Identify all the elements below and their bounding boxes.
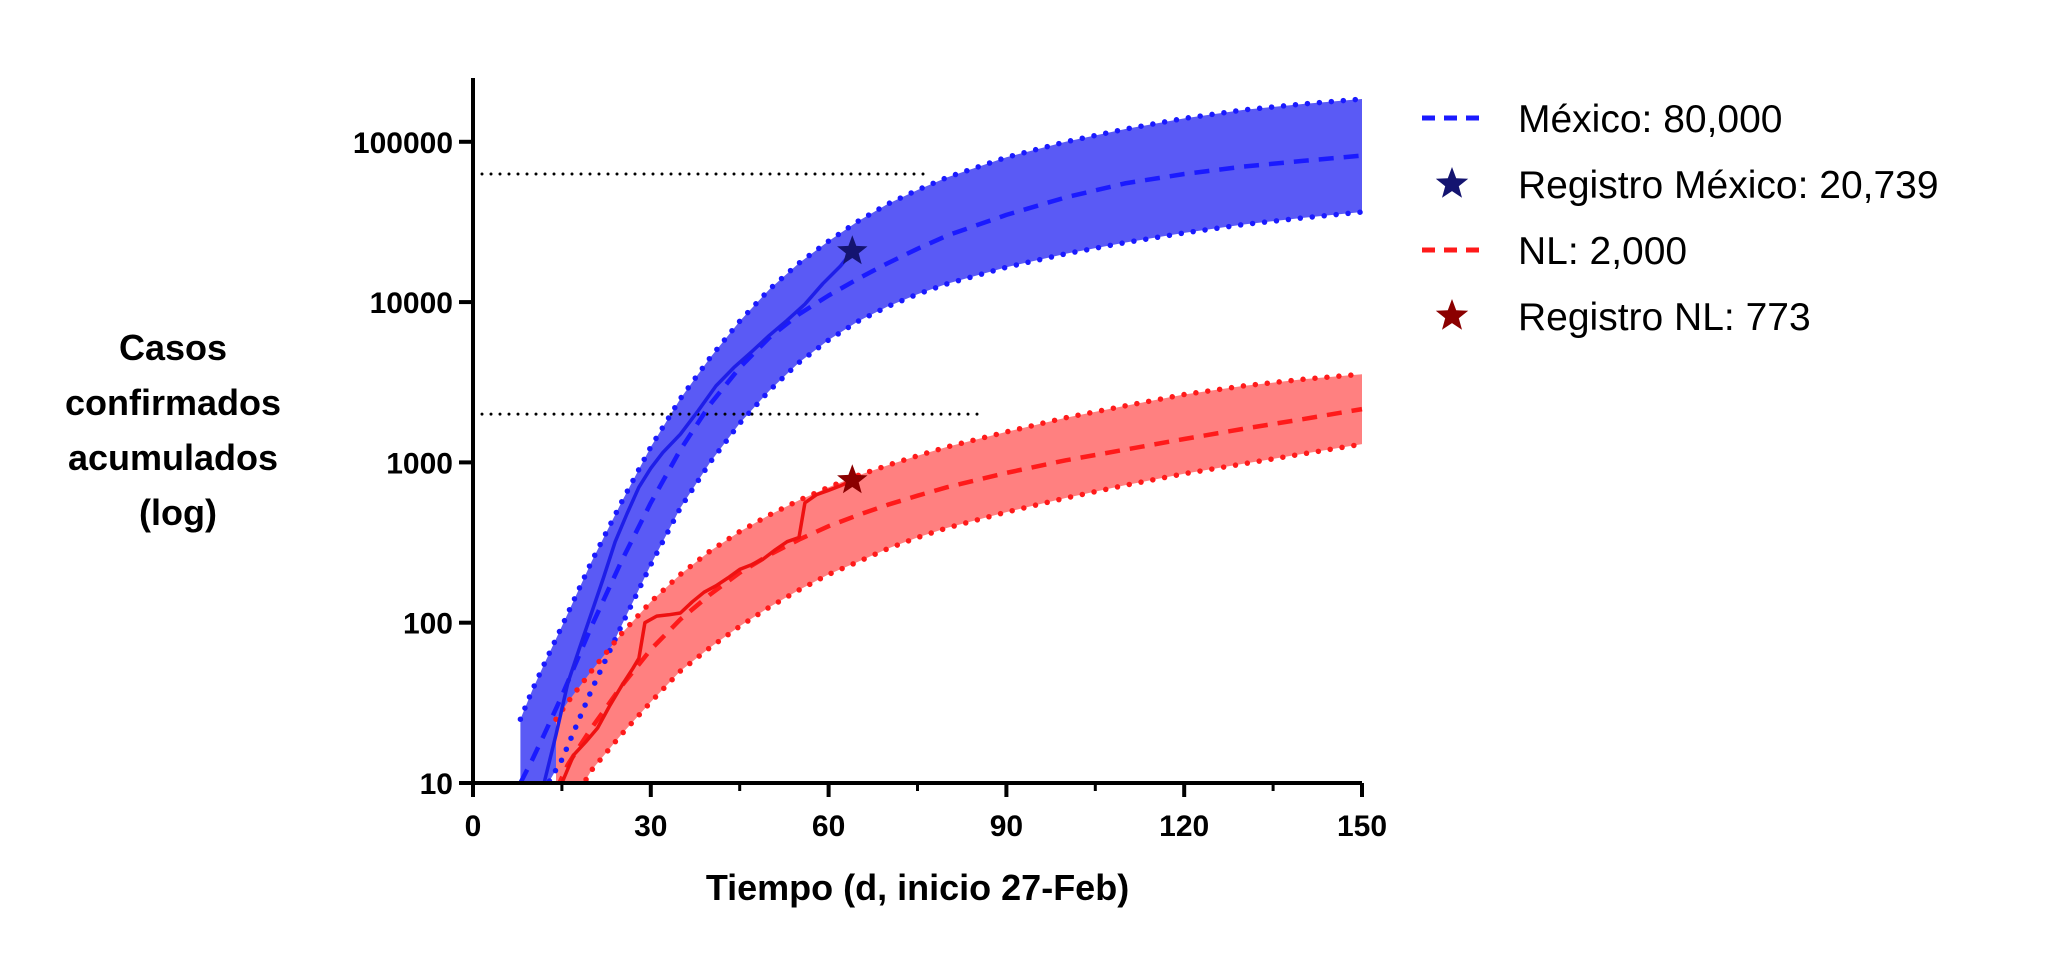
lower-bound-0 xyxy=(545,209,1365,783)
confidence-band-2 xyxy=(556,374,1362,783)
series-markers xyxy=(837,235,868,494)
x-tick-label-2: 60 xyxy=(812,810,845,843)
x-axis-title: Tiempo (d, inicio 27-Feb) xyxy=(706,867,1129,908)
x-tick-label-0: 0 xyxy=(465,810,482,843)
series-marker-3 xyxy=(837,464,868,494)
legend-label-1: Registro México: 20,739 xyxy=(1518,164,1939,207)
y-tick-label-0: 10 xyxy=(420,768,453,801)
legend-label-2: NL: 2,000 xyxy=(1518,230,1687,273)
axes: 0 30 60 90 120 150 10 100 1000 10000 100000 xyxy=(353,78,1387,843)
x-tick-label-3: 90 xyxy=(990,810,1023,843)
legend-label-0: México: 80,000 xyxy=(1518,98,1783,141)
legend-label-3: Registro NL: 773 xyxy=(1518,296,1811,339)
x-tick-label-5: 150 xyxy=(1337,810,1387,843)
x-tick-label-4: 120 xyxy=(1159,810,1209,843)
y-axis-title-line-1: Casos xyxy=(119,327,227,368)
y-axis-title-line-2: confirmados xyxy=(65,382,281,423)
y-axis-title: Casos confirmados acumulados (log) xyxy=(65,327,291,533)
y-tick-label-3: 10000 xyxy=(370,287,453,320)
legend-marker-3 xyxy=(1435,299,1469,330)
series-line-0 xyxy=(518,153,1363,783)
y-tick-label-1: 100 xyxy=(403,608,453,641)
lower-bound-2 xyxy=(580,441,1365,783)
y-axis-title-line-4: (log) xyxy=(139,492,217,533)
series-line-3 xyxy=(560,478,854,783)
reference-lines xyxy=(471,172,985,416)
y-tick-label-4: 100000 xyxy=(353,127,453,160)
series-marker-1 xyxy=(837,235,868,265)
series-line-1 xyxy=(542,250,854,783)
series-lines xyxy=(518,153,1363,783)
band-bound-lines xyxy=(517,96,1365,783)
y-tick-label-2: 1000 xyxy=(386,447,453,480)
legend-marker-1 xyxy=(1435,167,1469,198)
y-axis-title-line-3: acumulados xyxy=(68,437,278,478)
legend: México: 80,000 Registro México: 20,739 NL:… xyxy=(1422,98,1939,339)
x-tick-label-1: 30 xyxy=(634,810,667,843)
axis-labels: Tiempo (d, inicio 27-Feb) Casos confirma… xyxy=(65,327,1129,908)
